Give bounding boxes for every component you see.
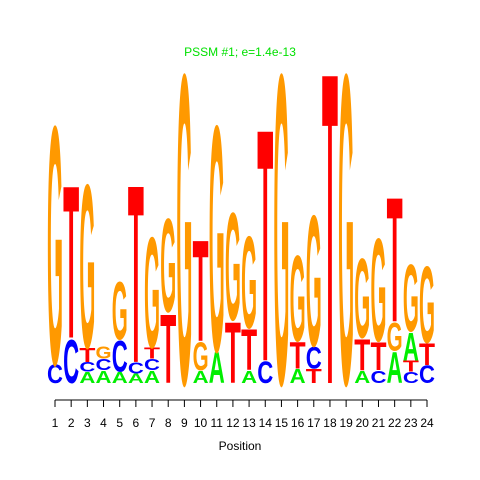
logo-letter: G xyxy=(290,229,306,367)
logo-letter: T xyxy=(257,60,273,431)
x-tick-label: 19 xyxy=(339,416,353,430)
logo-letter: A xyxy=(79,369,95,386)
x-tick-label: 23 xyxy=(404,416,418,430)
logo-letter: T xyxy=(290,336,306,377)
x-tick-label: 4 xyxy=(100,416,107,430)
logo-letter: G xyxy=(241,209,257,356)
logo-letter: A xyxy=(290,366,306,388)
x-tick-label: 24 xyxy=(420,416,434,430)
x-tick-label: 10 xyxy=(194,416,208,430)
logo-letter: C xyxy=(47,360,63,389)
chart-title: PSSM #1; e=1.4e-13 xyxy=(184,45,296,59)
logo-letter: C xyxy=(144,356,160,373)
x-tick-label: 5 xyxy=(116,416,123,430)
logo-letter: C xyxy=(403,369,419,386)
x-tick-label: 1 xyxy=(52,416,59,430)
logo-letter: C xyxy=(79,360,95,375)
logo-letter: C xyxy=(128,359,144,376)
logo-letter: T xyxy=(370,333,387,379)
logo-letter: C xyxy=(96,356,112,373)
logo-letter: A xyxy=(403,324,419,370)
x-tick-label: 17 xyxy=(307,416,321,430)
logo-letter: T xyxy=(128,133,144,416)
x-tick-label: 20 xyxy=(356,416,370,430)
logo-letter: C xyxy=(419,361,435,388)
x-axis-label: Position xyxy=(219,439,262,453)
x-tick-label: 14 xyxy=(259,416,273,430)
logo-letter: G xyxy=(370,209,386,373)
logo-letter: G xyxy=(387,314,403,360)
logo-letter: T xyxy=(144,345,160,362)
logo-letter: G xyxy=(79,137,95,398)
logo-letter: G xyxy=(176,0,192,478)
logo-letter: G xyxy=(403,244,419,352)
x-tick-label: 12 xyxy=(226,416,240,430)
logo-letter: G xyxy=(225,182,241,353)
logo-letter: T xyxy=(387,160,403,360)
logo-letter: G xyxy=(96,344,112,364)
logo-letter: C xyxy=(63,326,79,396)
x-tick-label: 18 xyxy=(323,416,337,430)
logo-letter: A xyxy=(96,368,112,388)
logo-letter: T xyxy=(160,294,176,403)
x-tick-label: 7 xyxy=(149,416,156,430)
logo-letter: G xyxy=(338,0,354,478)
logo-letter: T xyxy=(63,140,79,384)
logo-letter: G xyxy=(306,177,322,387)
x-tick-label: 6 xyxy=(133,416,140,430)
logo-letter: C xyxy=(112,333,128,382)
logo-letter: A xyxy=(144,368,160,388)
x-tick-label: 22 xyxy=(388,416,402,430)
x-tick-label: 11 xyxy=(211,416,224,430)
logo-letter: A xyxy=(112,369,128,386)
logo-letter: T xyxy=(403,358,419,375)
logo-letter: A xyxy=(387,344,403,393)
x-tick-label: 2 xyxy=(68,416,75,430)
logo-letter: T xyxy=(306,366,323,388)
logo-letter: C xyxy=(306,340,322,376)
logo-letter: A xyxy=(209,344,225,393)
logo-letter: G xyxy=(354,236,370,363)
x-tick-label: 21 xyxy=(372,416,386,430)
logo-letter: C xyxy=(257,354,273,390)
x-tick-label: 9 xyxy=(181,416,188,430)
logo-letter: G xyxy=(112,265,128,357)
logo-letter: T xyxy=(79,345,96,367)
logo-letter: T xyxy=(225,306,241,402)
logo-letter: G xyxy=(193,333,209,379)
logo-letter: A xyxy=(128,371,144,386)
logo-letter: G xyxy=(160,191,176,341)
x-tick-label: 13 xyxy=(242,416,256,430)
x-tick-label: 3 xyxy=(84,416,91,430)
logo-letter: T xyxy=(322,0,338,478)
logo-letter: G xyxy=(144,204,160,381)
logo-letter: A xyxy=(193,368,209,388)
x-tick-label: 8 xyxy=(165,416,172,430)
x-tick-label: 15 xyxy=(275,416,289,430)
logo-letter: G xyxy=(273,0,289,478)
logo-letter: T xyxy=(419,337,435,373)
logo-letter: G xyxy=(209,58,225,419)
logo-letter: A xyxy=(241,368,257,388)
logo-letter: G xyxy=(47,56,63,437)
logo-letter: T xyxy=(241,319,257,383)
logo-letter: T xyxy=(193,209,209,372)
logo-letter: A xyxy=(354,368,370,388)
logo-letter: G xyxy=(419,244,435,366)
logo-letter: T xyxy=(354,331,370,380)
logo-letter: C xyxy=(370,368,386,388)
x-tick-label: 16 xyxy=(291,416,305,430)
